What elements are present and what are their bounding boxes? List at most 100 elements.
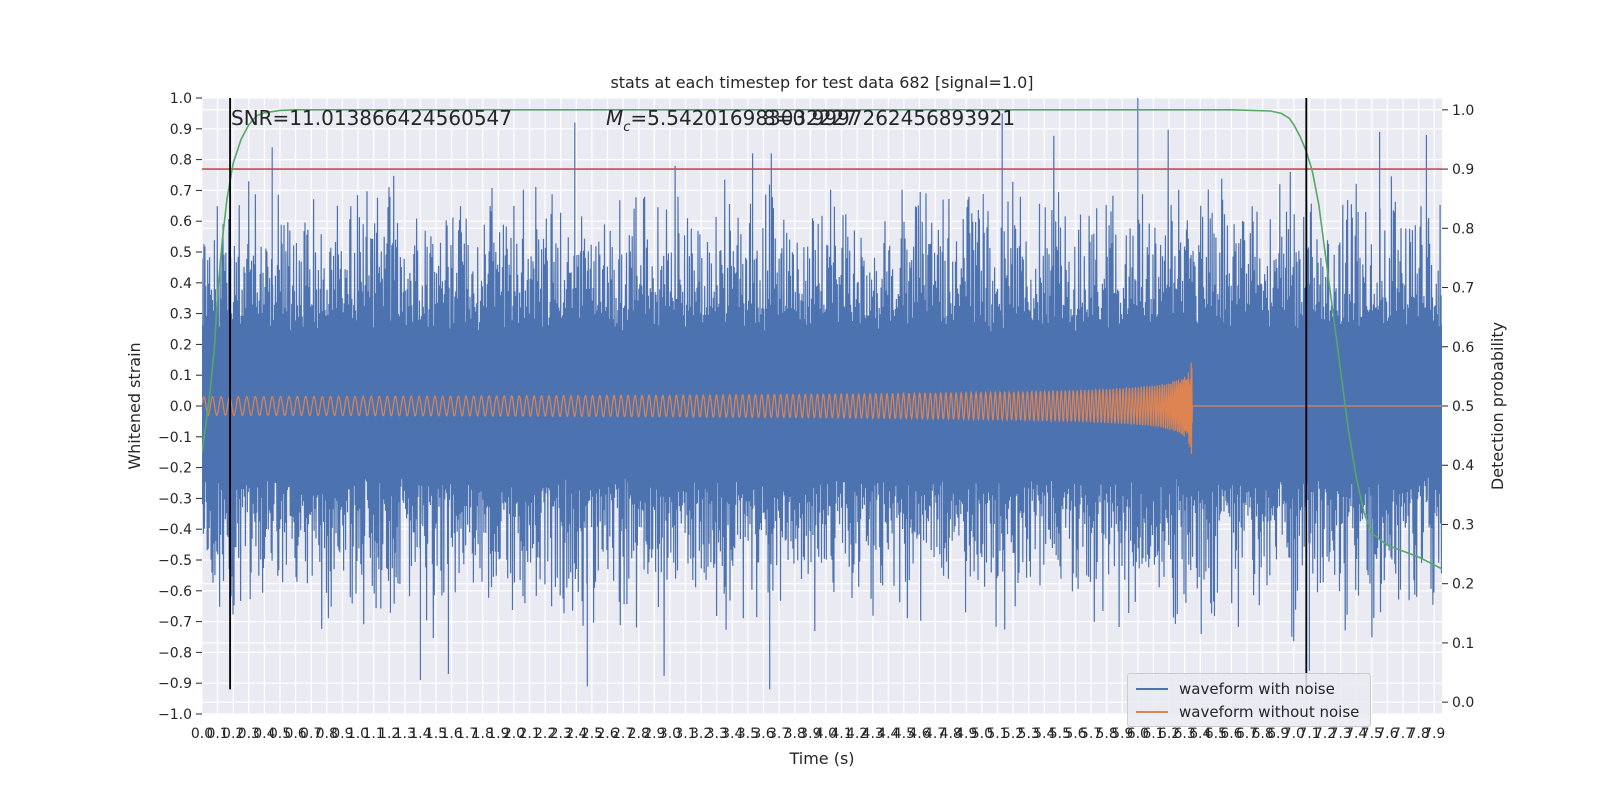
chart-title: stats at each timestep for test data 682…	[610, 73, 1033, 92]
x-tick-label: 0.7	[300, 726, 322, 742]
x-tick-label: 6.1	[1142, 726, 1164, 742]
x-tick-label: 4.0	[815, 726, 837, 742]
x-tick-label: 1.9	[487, 726, 509, 742]
legend-swatch-signal	[1136, 711, 1168, 713]
x-tick-label: 2.5	[581, 726, 603, 742]
y2-tick-label: 0.8	[1452, 221, 1474, 237]
x-tick-label: 5.0	[971, 726, 993, 742]
x-tick-label: 2.7	[612, 726, 634, 742]
x-tick-label: 7.8	[1407, 726, 1429, 742]
y2-tick-label: 0.9	[1452, 162, 1474, 178]
y2-tick-label: 0.7	[1452, 281, 1474, 297]
y-tick-label: −0.3	[158, 491, 192, 507]
y2-tick-label: 0.5	[1452, 399, 1474, 415]
x-tick-label: 6.0	[1127, 726, 1149, 742]
y-tick-label: 0.2	[170, 337, 192, 353]
chirp-mass-annotation: Mc=5.542016983032227	[606, 106, 857, 135]
y2-tick-labels: 0.0 0.1 0.2 0.3 0.4 0.5 0.6 0.7 0.8 0.9 1.0	[1442, 103, 1474, 711]
x-tick-label: 5.3	[1018, 726, 1040, 742]
x-tick-label: 2.9	[643, 726, 665, 742]
legend-item-noise: waveform with noise	[1136, 679, 1335, 699]
x-tick-label: 3.6	[752, 726, 774, 742]
x-tick-label: 3.4	[721, 726, 743, 742]
y-tick-label: 0.7	[170, 183, 192, 199]
x-tick-label: 1.6	[440, 726, 462, 742]
x-tick-label: 2.3	[550, 726, 572, 742]
y2-tick-label: 0.1	[1452, 636, 1474, 652]
x-tick-label: 3.2	[690, 726, 712, 742]
y-axis-label: Whitened strain	[125, 342, 144, 469]
legend-label-noise: waveform with noise	[1179, 680, 1335, 698]
x-tick-label: 7.1	[1298, 726, 1320, 742]
legend-label-signal: waveform without noise	[1179, 703, 1360, 721]
y-tick-label: 0.1	[170, 368, 192, 384]
x-tick-label: 7.4	[1345, 726, 1367, 742]
x-tick-label: 1.0	[347, 726, 369, 742]
y-tick-label: −0.5	[158, 553, 192, 569]
x-tick-label: 5.6	[1064, 726, 1086, 742]
probability-annotation: 8=0.9997262456893921	[763, 106, 1015, 130]
x-tick-label: 6.7	[1236, 726, 1258, 742]
y-tick-label: 0.3	[170, 307, 192, 323]
x-tick-label: 0.8	[316, 726, 338, 742]
x-tick-label: 7.9	[1423, 726, 1445, 742]
x-tick-label: 2.1	[518, 726, 540, 742]
y-tick-label: −0.2	[158, 461, 192, 477]
x-tick-label: 3.8	[784, 726, 806, 742]
legend-swatch-noise	[1136, 688, 1168, 690]
y-tick-label: −0.9	[158, 676, 192, 692]
x-tick-label: 2.2	[534, 726, 556, 742]
series-detection-probability	[202, 109, 1442, 570]
legend-item-signal: waveform without noise	[1136, 702, 1359, 722]
y-tick-label: −0.7	[158, 615, 192, 631]
x-tick-label: 5.2	[1002, 726, 1024, 742]
x-tick-label: 0.9	[331, 726, 353, 742]
x-tick-label: 4.3	[862, 726, 884, 742]
snr-annotation: SNR=11.013866424560547	[231, 106, 512, 130]
x-tick-label: 7.6	[1376, 726, 1398, 742]
y-tick-label: −0.1	[158, 430, 192, 446]
x-tick-label: 4.6	[908, 726, 930, 742]
y-tick-label: 0.0	[170, 399, 192, 415]
x-tick-label: 2.6	[596, 726, 618, 742]
x-tick-label: 3.9	[799, 726, 821, 742]
x-tick-label: 2.0	[503, 726, 525, 742]
x-tick-label: 6.6	[1220, 726, 1242, 742]
x-tick-label: 7.3	[1329, 726, 1351, 742]
x-tick-label: 2.8	[628, 726, 650, 742]
x-tick-label: 5.1	[986, 726, 1008, 742]
x-tick-label: 6.3	[1174, 726, 1196, 742]
x-tick-label: 7.2	[1314, 726, 1336, 742]
event-vertical-lines	[229, 98, 1308, 690]
legend: waveform with noise waveform without noi…	[1127, 673, 1371, 727]
y-tick-label: 0.9	[170, 122, 192, 138]
x-tick-label: 1.1	[362, 726, 384, 742]
x-tick-label: 1.4	[409, 726, 431, 742]
y-tick-label: 0.8	[170, 153, 192, 169]
x-tick-label: 3.7	[768, 726, 790, 742]
x-tick-label: 0.4	[253, 726, 275, 742]
x-tick-label: 4.5	[893, 726, 915, 742]
y2-axis-label: Detection probability	[1488, 322, 1507, 490]
x-tick-label: 0.0	[191, 726, 213, 742]
x-tick-label: 4.9	[955, 726, 977, 742]
y-tick-label: 0.6	[170, 214, 192, 230]
x-tick-label: 0.6	[284, 726, 306, 742]
x-tick-label: 5.4	[1033, 726, 1055, 742]
x-tick-label: 7.7	[1392, 726, 1414, 742]
x-tick-label: 6.2	[1158, 726, 1180, 742]
x-tick-label: 1.3	[394, 726, 416, 742]
x-tick-label: 4.1	[830, 726, 852, 742]
y2-tick-label: 0.0	[1452, 695, 1474, 711]
x-tick-label: 2.4	[565, 726, 587, 742]
x-tick-label: 4.7	[924, 726, 946, 742]
y2-tick-label: 1.0	[1452, 103, 1474, 119]
x-tick-label: 1.2	[378, 726, 400, 742]
x-tick-label: 7.0	[1283, 726, 1305, 742]
series-waveform-with-noise	[202, 98, 1442, 690]
x-tick-label: 1.7	[456, 726, 478, 742]
x-tick-label: 0.3	[238, 726, 260, 742]
x-tick-label: 5.7	[1080, 726, 1102, 742]
x-tick-label: 5.5	[1049, 726, 1071, 742]
